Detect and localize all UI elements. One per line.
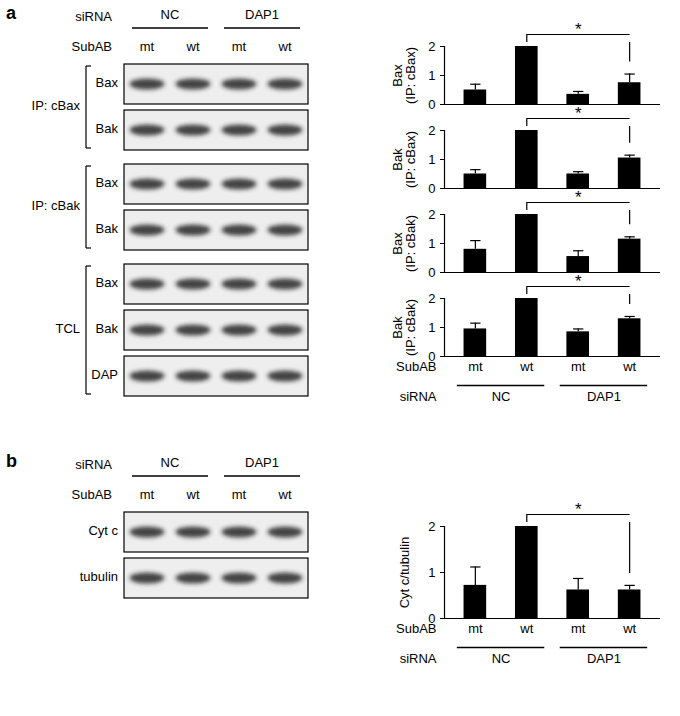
svg-text:Bak: Bak: [96, 221, 119, 236]
svg-text:TCL: TCL: [55, 321, 80, 336]
svg-text:DAP1: DAP1: [587, 651, 621, 666]
svg-text:SubAB: SubAB: [72, 487, 112, 502]
svg-text:Bax(IP: cBak): Bax(IP: cBak): [390, 215, 418, 272]
svg-text:IP: cBak: IP: cBak: [32, 198, 81, 213]
svg-text:0: 0: [428, 348, 436, 364]
svg-text:2: 2: [428, 39, 435, 54]
svg-text:mt: mt: [571, 359, 586, 374]
svg-text:DAP1: DAP1: [245, 455, 279, 470]
svg-text:0: 0: [428, 181, 435, 196]
svg-text:Cyt c: Cyt c: [88, 523, 118, 538]
svg-text:Bax: Bax: [96, 75, 119, 90]
svg-text:Cyt c/tubulin: Cyt c/tubulin: [397, 537, 412, 609]
svg-text:0: 0: [428, 265, 435, 280]
svg-text:NC: NC: [492, 389, 511, 404]
svg-text:b: b: [6, 451, 17, 471]
svg-text:mt: mt: [468, 359, 483, 374]
svg-text:NC: NC: [161, 7, 180, 22]
svg-text:wt: wt: [278, 39, 292, 54]
svg-text:Bax: Bax: [96, 275, 119, 290]
svg-text:wt: wt: [278, 487, 292, 502]
svg-text:DAP1: DAP1: [587, 389, 621, 404]
svg-text:Bax: Bax: [96, 175, 119, 190]
svg-text:Bax(IP: cBax): Bax(IP: cBax): [390, 47, 418, 104]
svg-text:0: 0: [428, 97, 435, 112]
svg-text:tubulin: tubulin: [80, 569, 118, 584]
svg-text:*: *: [575, 500, 582, 519]
svg-text:a: a: [6, 3, 17, 23]
svg-text:wt: wt: [186, 39, 200, 54]
svg-text:siRNA: siRNA: [400, 651, 437, 666]
svg-text:mt: mt: [232, 487, 247, 502]
svg-text:SubAB: SubAB: [72, 39, 112, 54]
svg-text:wt: wt: [519, 621, 533, 636]
svg-text:1: 1: [428, 68, 435, 83]
svg-text:1: 1: [428, 152, 435, 167]
svg-text:wt: wt: [622, 621, 636, 636]
svg-text:DAP: DAP: [91, 367, 118, 382]
svg-text:1: 1: [428, 565, 435, 580]
svg-text:IP: cBax: IP: cBax: [32, 98, 81, 113]
svg-text:*: *: [575, 272, 582, 291]
svg-text:SubAB: SubAB: [396, 621, 436, 636]
svg-text:1: 1: [428, 236, 435, 251]
svg-text:2: 2: [428, 291, 435, 306]
svg-text:siRNA: siRNA: [400, 389, 437, 404]
svg-text:Bak(IP: cBax): Bak(IP: cBax): [390, 131, 418, 188]
svg-text:*: *: [575, 188, 582, 207]
svg-text:wt: wt: [519, 359, 533, 374]
svg-text:2: 2: [428, 207, 435, 222]
svg-text:mt: mt: [232, 39, 247, 54]
svg-text:Bak: Bak: [96, 321, 119, 336]
svg-text:siRNA: siRNA: [75, 457, 112, 472]
svg-text:2: 2: [428, 123, 435, 138]
svg-text:2: 2: [428, 519, 435, 534]
svg-text:siRNA: siRNA: [75, 9, 112, 24]
svg-text:DAP1: DAP1: [245, 7, 279, 22]
svg-text:0: 0: [428, 610, 436, 626]
svg-text:*: *: [575, 104, 582, 123]
svg-text:mt: mt: [140, 487, 155, 502]
svg-text:SubAB: SubAB: [396, 359, 436, 374]
svg-text:NC: NC: [161, 455, 180, 470]
svg-text:mt: mt: [140, 39, 155, 54]
svg-text:Bak(IP: cBak): Bak(IP: cBak): [390, 299, 418, 356]
svg-text:mt: mt: [468, 621, 483, 636]
svg-text:*: *: [575, 20, 582, 39]
svg-text:wt: wt: [622, 359, 636, 374]
svg-text:1: 1: [428, 320, 435, 335]
svg-text:Bak: Bak: [96, 121, 119, 136]
svg-text:mt: mt: [571, 621, 586, 636]
svg-text:wt: wt: [186, 487, 200, 502]
svg-text:NC: NC: [492, 651, 511, 666]
